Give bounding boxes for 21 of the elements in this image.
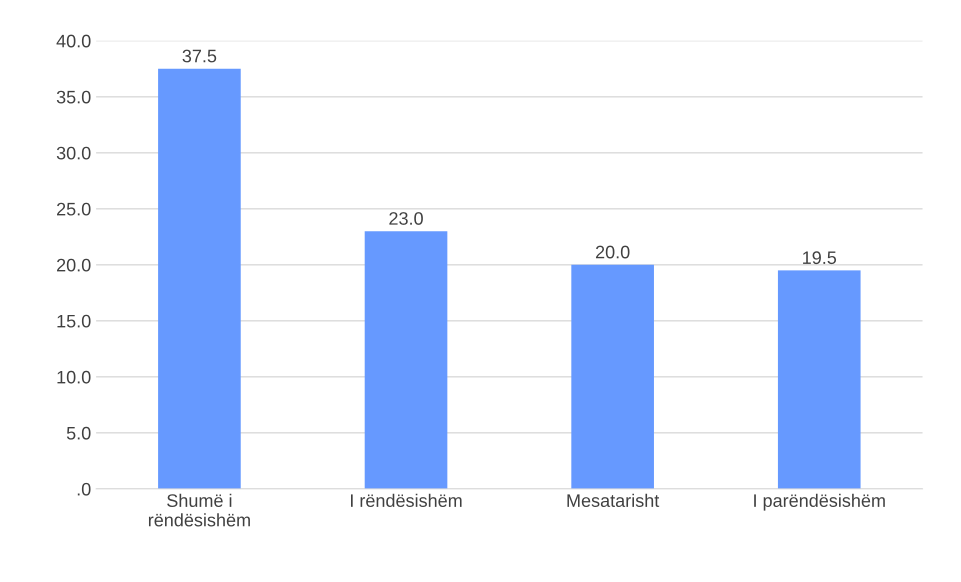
y-tick-label: 40.0 bbox=[56, 34, 91, 48]
data-label: 19.5 bbox=[803, 251, 836, 264]
y-tick-label: .0 bbox=[78, 482, 91, 496]
y-tick-label: 10.0 bbox=[57, 370, 91, 384]
bar bbox=[778, 270, 861, 489]
data-label: 23.0 bbox=[389, 212, 423, 225]
bar bbox=[364, 231, 448, 489]
x-tick-label: I rëndësishëm bbox=[350, 494, 462, 508]
y-tick-label: 5.0 bbox=[66, 426, 91, 440]
data-label: 37.5 bbox=[182, 50, 216, 62]
y-tick-label: 15.0 bbox=[57, 314, 91, 328]
y-tick-label: 35.0 bbox=[56, 90, 91, 104]
bar bbox=[158, 68, 241, 489]
y-tick-label: 30.0 bbox=[56, 146, 91, 160]
x-tick-label: Shumë i rëndësishëm bbox=[148, 494, 250, 526]
y-tick-label: 25.0 bbox=[57, 202, 91, 216]
data-label: 20.0 bbox=[596, 246, 630, 258]
x-tick-label: Mesatarisht bbox=[567, 494, 660, 508]
bar bbox=[571, 264, 654, 489]
y-tick-label: 20.0 bbox=[57, 258, 91, 272]
x-tick-label: I parëndësishëm bbox=[754, 494, 885, 511]
